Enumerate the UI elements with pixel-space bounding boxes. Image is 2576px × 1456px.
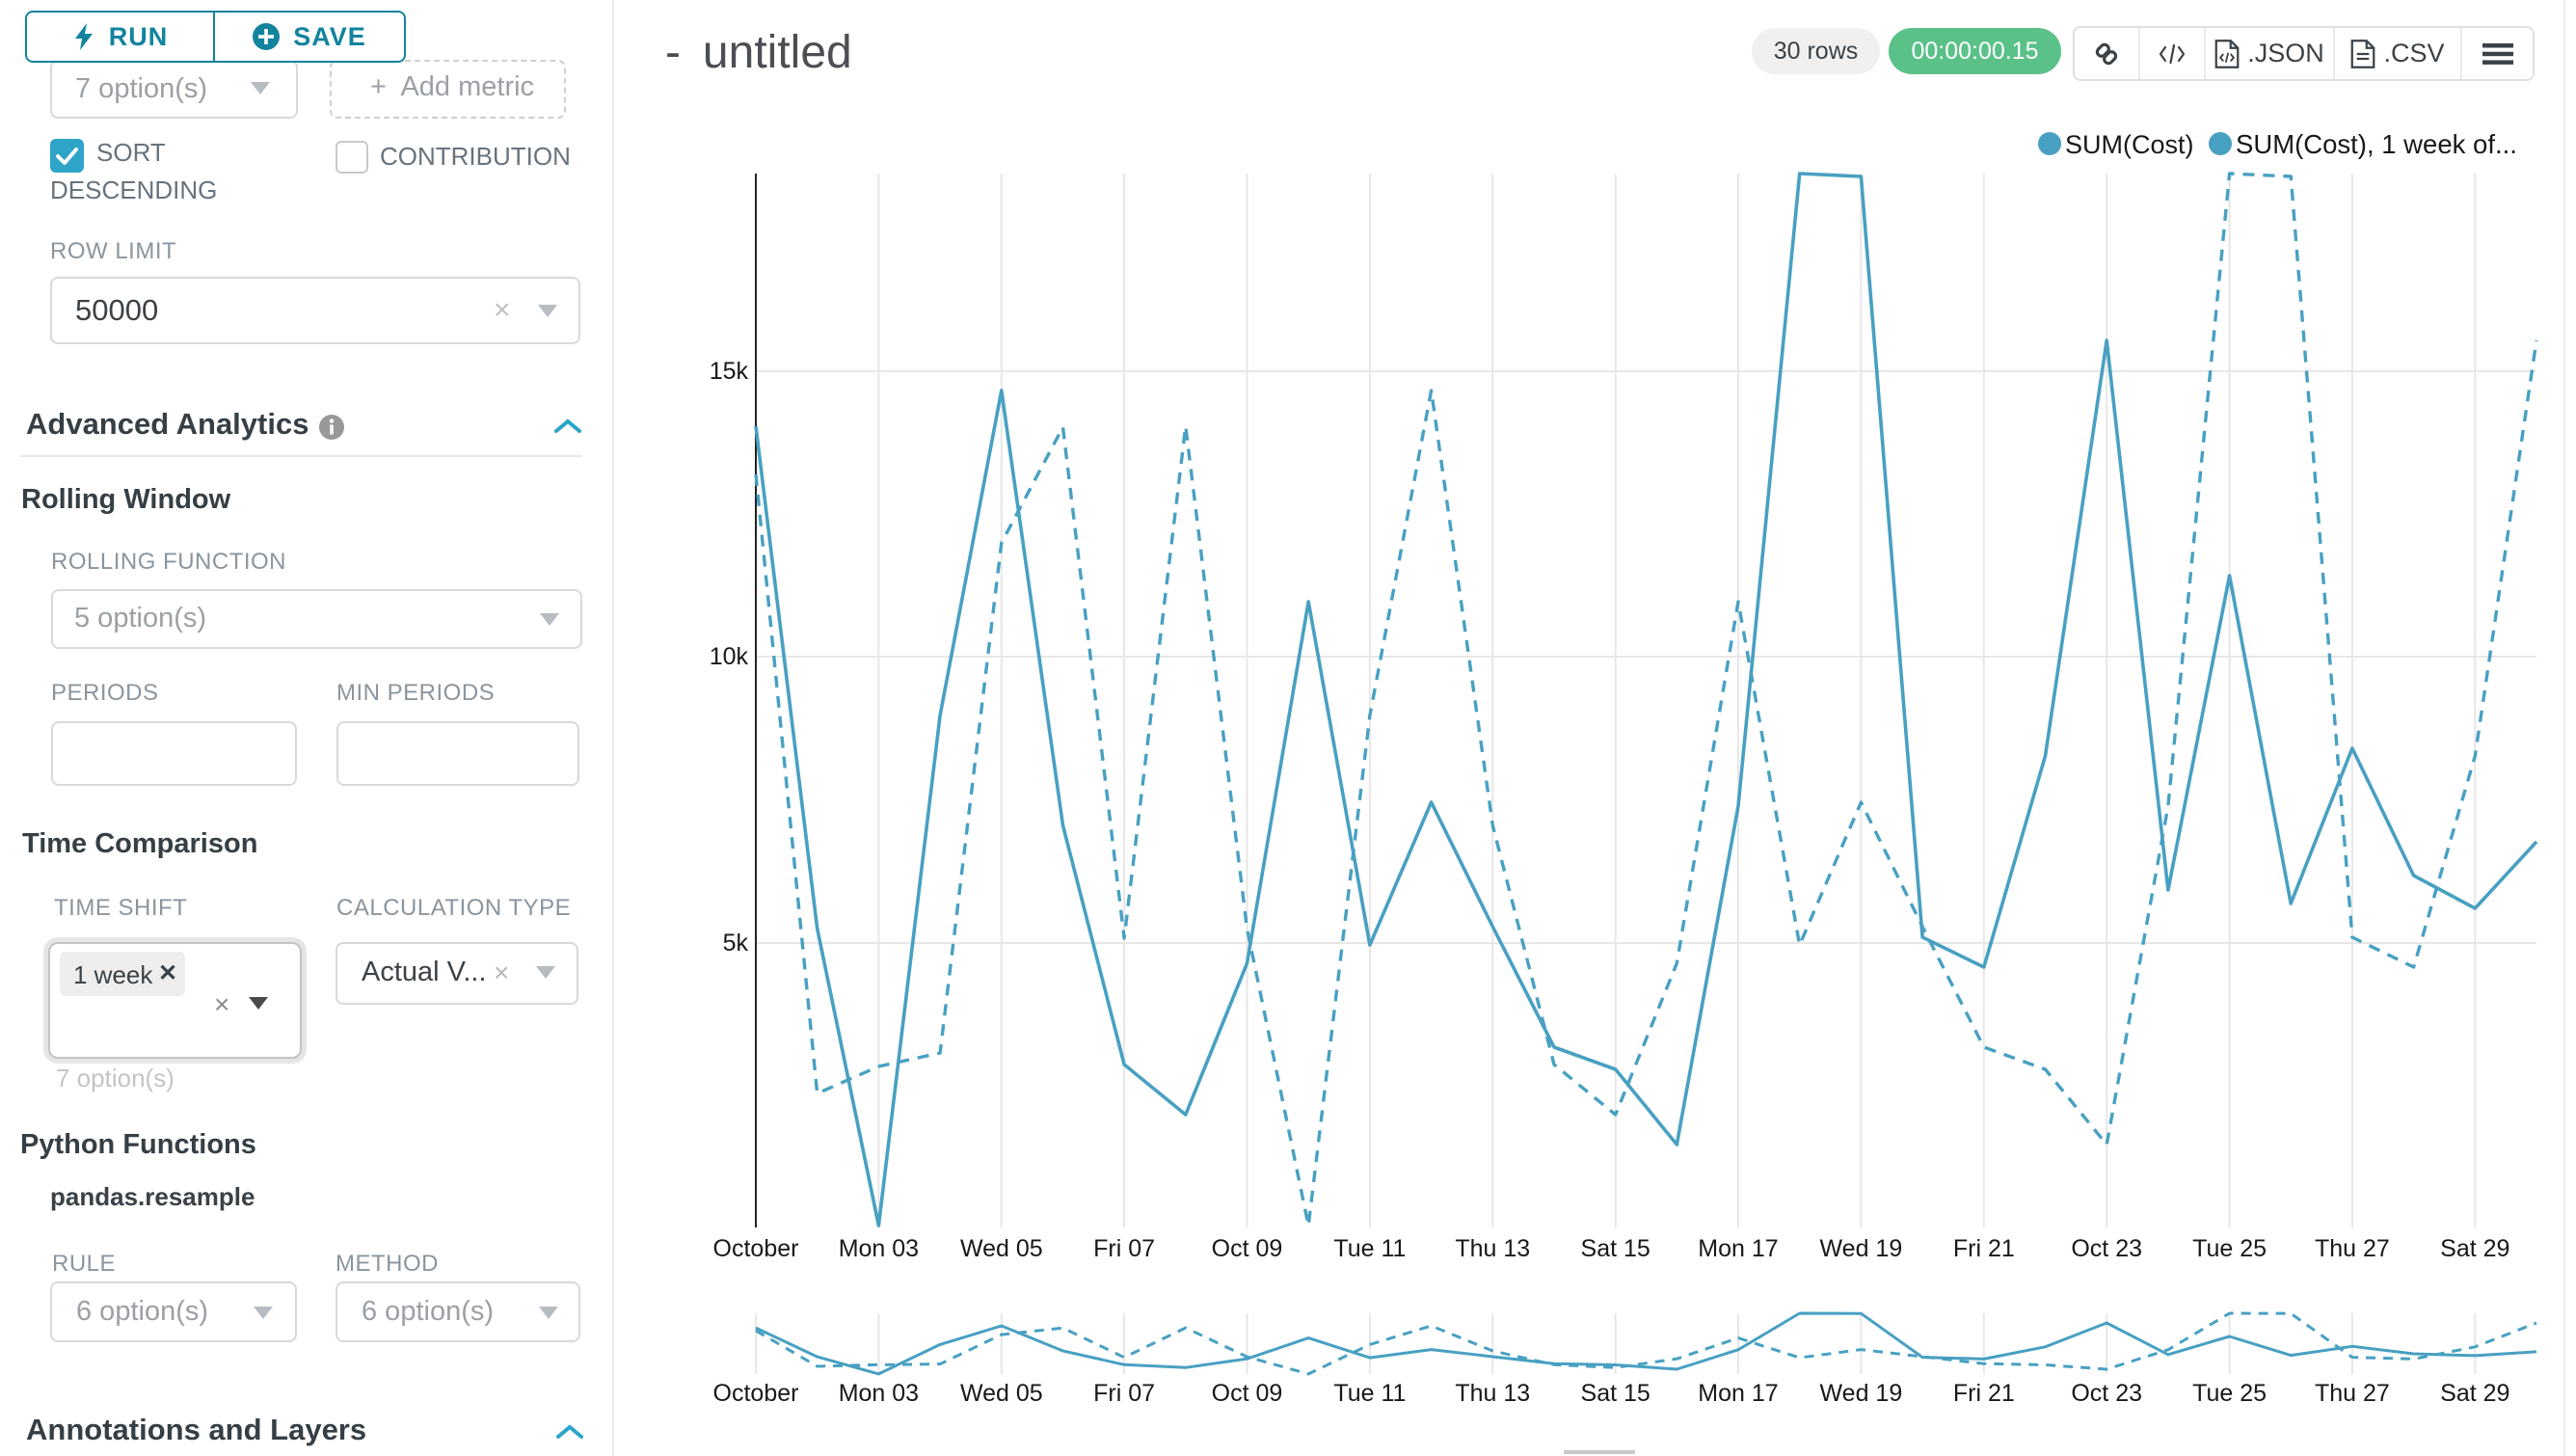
svg-text:Tue 25: Tue 25 xyxy=(2192,1235,2267,1262)
svg-text:Tue 25: Tue 25 xyxy=(2192,1380,2267,1407)
svg-text:Fri 21: Fri 21 xyxy=(1953,1235,2015,1262)
svg-text:Thu 27: Thu 27 xyxy=(2315,1235,2390,1262)
svg-text:Sat 29: Sat 29 xyxy=(2440,1380,2509,1407)
svg-text:Oct 09: Oct 09 xyxy=(1212,1380,1283,1407)
svg-text:Mon 17: Mon 17 xyxy=(1698,1235,1778,1262)
svg-text:October: October xyxy=(713,1380,799,1407)
svg-text:Oct 09: Oct 09 xyxy=(1212,1235,1283,1262)
svg-text:Thu 13: Thu 13 xyxy=(1455,1235,1530,1262)
svg-text:SUM(Cost): SUM(Cost) xyxy=(2065,130,2194,159)
svg-text:Fri 07: Fri 07 xyxy=(1093,1235,1155,1262)
svg-text:Sat 15: Sat 15 xyxy=(1581,1235,1650,1262)
svg-text:5k: 5k xyxy=(723,930,749,957)
svg-text:Sat 15: Sat 15 xyxy=(1581,1380,1650,1407)
svg-text:Fri 07: Fri 07 xyxy=(1093,1380,1155,1407)
svg-text:Wed 19: Wed 19 xyxy=(1820,1380,1903,1407)
svg-text:Oct 23: Oct 23 xyxy=(2071,1380,2142,1407)
svg-text:Mon 17: Mon 17 xyxy=(1698,1380,1778,1407)
svg-text:Mon 03: Mon 03 xyxy=(839,1235,919,1262)
svg-text:SUM(Cost), 1 week of...: SUM(Cost), 1 week of... xyxy=(2236,129,2517,159)
svg-text:10k: 10k xyxy=(710,643,749,670)
svg-text:Wed 05: Wed 05 xyxy=(960,1380,1043,1407)
svg-text:Mon 03: Mon 03 xyxy=(839,1380,919,1407)
svg-text:15k: 15k xyxy=(710,358,749,385)
svg-text:Sat 29: Sat 29 xyxy=(2440,1235,2509,1262)
svg-text:Tue 11: Tue 11 xyxy=(1333,1235,1406,1262)
svg-text:Wed 05: Wed 05 xyxy=(960,1235,1043,1262)
svg-text:Thu 27: Thu 27 xyxy=(2315,1380,2390,1407)
svg-text:Fri 21: Fri 21 xyxy=(1953,1380,2015,1407)
svg-text:Oct 23: Oct 23 xyxy=(2071,1235,2142,1262)
svg-text:October: October xyxy=(713,1235,799,1262)
svg-text:Thu 13: Thu 13 xyxy=(1455,1380,1530,1407)
svg-text:Tue 11: Tue 11 xyxy=(1333,1380,1406,1407)
svg-text:Wed 19: Wed 19 xyxy=(1820,1235,1903,1262)
